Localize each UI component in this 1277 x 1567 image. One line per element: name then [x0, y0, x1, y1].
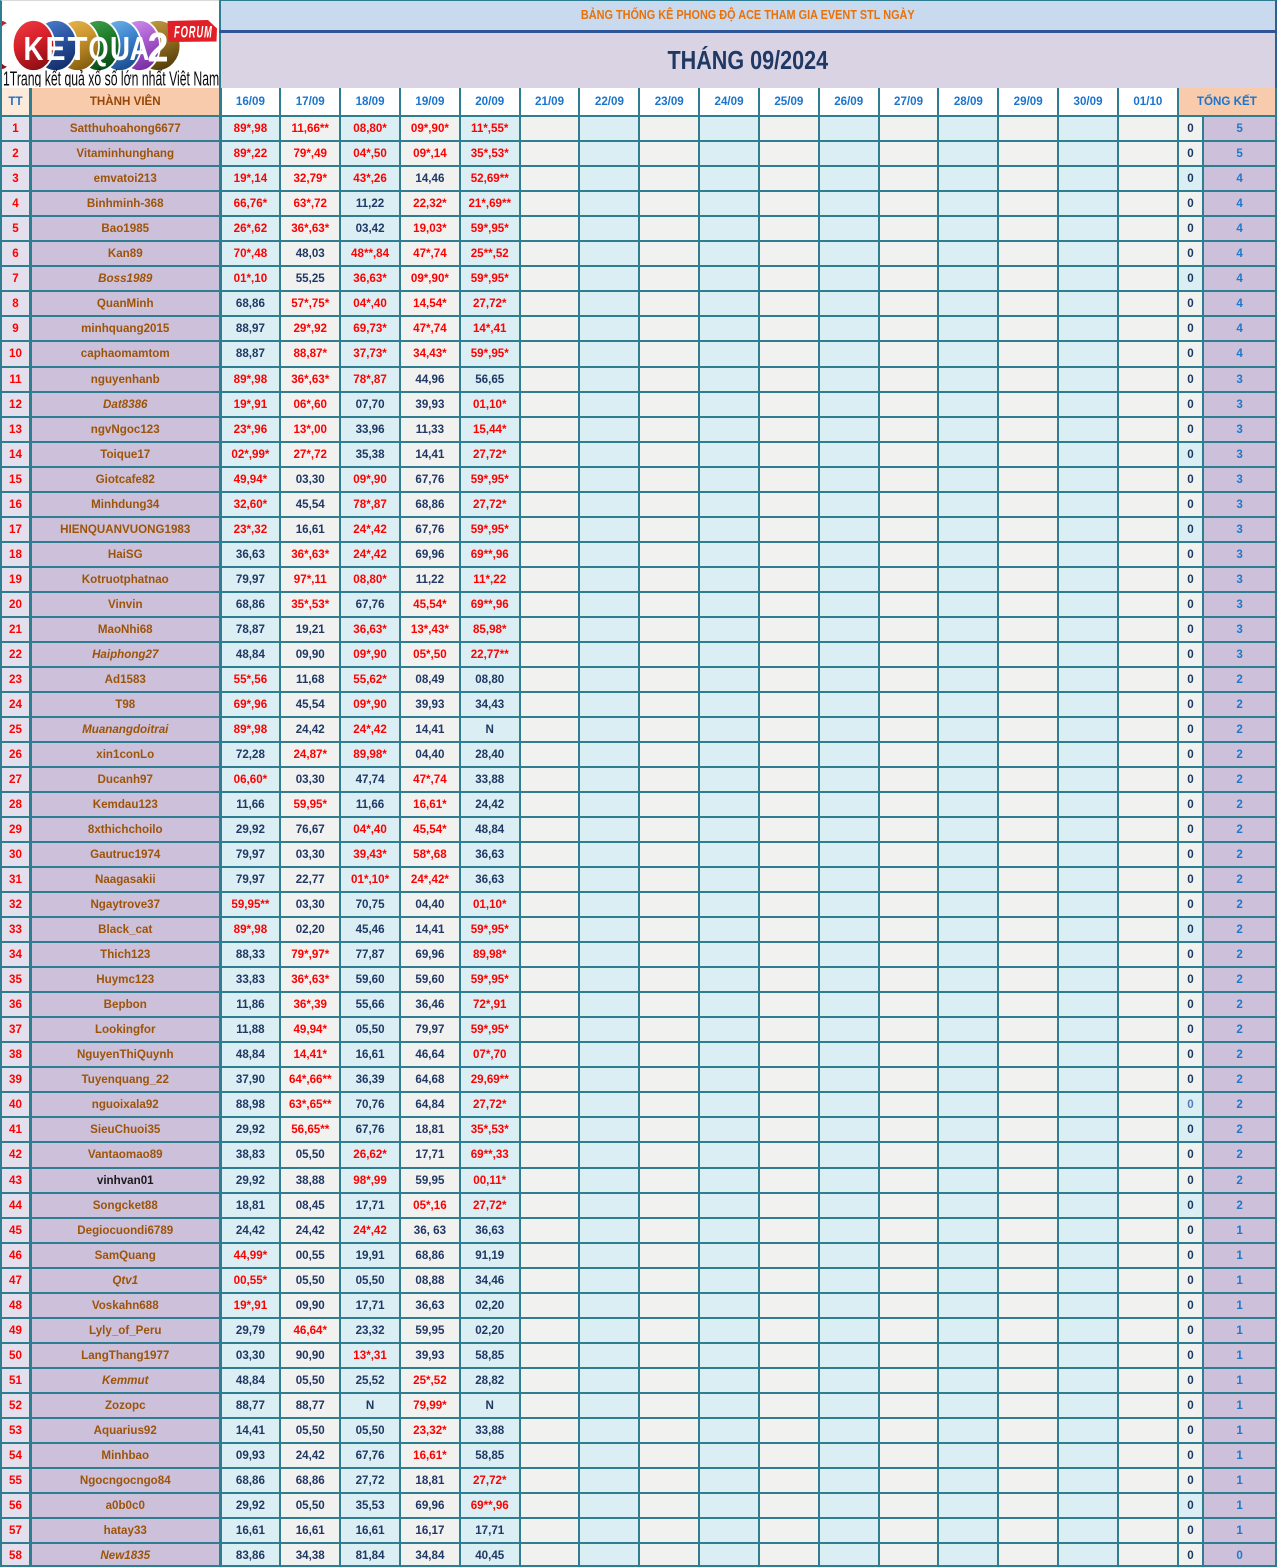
svg-text:Q: Q [89, 30, 109, 67]
svg-text:U: U [110, 30, 130, 67]
svg-text:T: T [68, 30, 88, 67]
svg-text:2: 2 [148, 24, 169, 71]
svg-text:K: K [24, 30, 44, 67]
svg-text:A: A [130, 30, 150, 67]
svg-text:E: E [46, 30, 66, 67]
svg-text:FORUM: FORUM [174, 23, 213, 41]
svg-text:1Trang kết quả xổ số lớn nhất: 1Trang kết quả xổ số lớn nhất Việt Nam [3, 67, 219, 87]
